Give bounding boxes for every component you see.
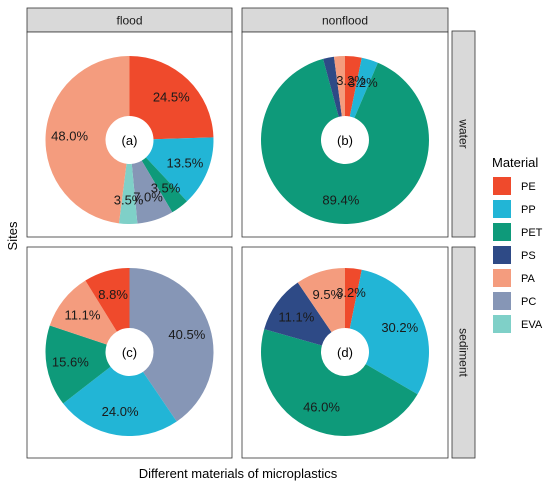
slice-pet--d- xyxy=(260,329,418,436)
panel-label: (c) xyxy=(122,345,137,360)
legend-label-pe: PE xyxy=(521,181,536,193)
slice-label-eva--a-: 3.5% xyxy=(114,192,144,207)
panel-label: (a) xyxy=(122,133,138,148)
slice-label-pe--a-: 24.5% xyxy=(153,89,190,104)
slice-pa--a- xyxy=(45,56,130,224)
strip-label-nonflood: nonflood xyxy=(322,14,368,28)
slice-label-pc--a-: 7.0% xyxy=(133,190,163,205)
slice-pa--d- xyxy=(297,268,345,333)
slice-pc--c- xyxy=(129,268,214,422)
slice-label-pc--c-: 40.5% xyxy=(168,327,205,342)
legend-title: Material xyxy=(492,155,538,170)
donut-panel-b: 3.2%3.2% 89.4% (b) xyxy=(261,56,430,224)
strip-label-sediment: sediment xyxy=(457,328,471,377)
slice-pet--c- xyxy=(45,325,111,404)
donut-panel-d: 3.2% 30.2% 46.0% 11.1% 9.5% (d) xyxy=(260,268,430,436)
slice-label-pet--b-: 89.4% xyxy=(322,192,359,207)
legend-swatch-pa xyxy=(493,269,511,287)
slice-label-pe--c-: 8.8% xyxy=(98,287,128,302)
strip-water xyxy=(451,30,476,238)
slice-pp--b- xyxy=(349,57,378,118)
slice-pa--b- xyxy=(333,56,345,117)
legend-swatch-pc xyxy=(493,292,511,310)
legend-swatch-pe xyxy=(493,177,511,195)
slice-pet--a- xyxy=(141,157,188,213)
strip-flood xyxy=(26,7,233,33)
legend-label-eva: EVA xyxy=(521,319,543,331)
legend-label-ps: PS xyxy=(521,250,536,262)
panel-label: (d) xyxy=(337,345,353,360)
slice-pe--c- xyxy=(85,268,130,332)
legend-label-pa: PA xyxy=(521,273,536,285)
slice-label-pet--c-: 15.6% xyxy=(52,355,89,370)
legend-label-pp: PP xyxy=(521,204,536,216)
donut-panel-c: 40.5% 24.0% 15.6% 11.1% 8.8% (c) xyxy=(45,268,214,436)
donut-panel-a: 24.5% 13.5% 3.5%7.0%3.5% 48.0% (a) xyxy=(45,56,214,225)
slice-pp--a- xyxy=(145,137,214,202)
slice-label-pet--d-: 46.0% xyxy=(303,400,340,415)
slice-pc--a- xyxy=(131,160,173,224)
legend: Material PE PP PET PS PA PC EVA xyxy=(492,155,543,333)
slice-label-pp--d-: 30.2% xyxy=(381,320,418,335)
slice-label-pe--b-: 3.2% xyxy=(336,73,366,88)
slice-label-pp--c-: 24.0% xyxy=(102,404,139,419)
slice-label-ps--d-: 11.1% xyxy=(278,309,314,324)
slice-label-pp--b-: 3.2% xyxy=(348,75,378,90)
legend-label-pc: PC xyxy=(521,296,536,308)
strip-label-flood: flood xyxy=(116,14,142,28)
slice-ps--b- xyxy=(323,56,342,117)
strip-nonflood xyxy=(241,7,449,33)
y-axis-title: Sites xyxy=(5,221,20,250)
slice-pe--a- xyxy=(129,56,214,140)
panel-label: (b) xyxy=(337,133,353,148)
slice-label-pe--d-: 3.2% xyxy=(336,285,366,300)
slice-label-pet--a-: 3.5% xyxy=(151,180,181,195)
legend-swatch-pp xyxy=(493,200,511,218)
slice-pe--b- xyxy=(345,56,362,117)
strip-sediment xyxy=(451,246,476,459)
slice-label-pa--a-: 48.0% xyxy=(51,129,88,144)
slice-pet--b- xyxy=(261,58,430,224)
legend-swatch-eva xyxy=(493,315,511,333)
strip-label-water: water xyxy=(457,118,471,148)
slice-label-pa--c-: 11.1% xyxy=(64,307,100,322)
slice-pp--d- xyxy=(349,269,430,395)
x-axis-title: Different materials of microplastics xyxy=(139,466,338,481)
slice-eva--a- xyxy=(118,163,138,225)
slice-pa--c- xyxy=(49,280,117,345)
slice-pp--c- xyxy=(63,366,177,436)
slice-ps--d- xyxy=(264,282,332,346)
legend-label-pet: PET xyxy=(521,227,543,239)
slice-pe--d- xyxy=(345,268,362,329)
slice-label-pp--a-: 13.5% xyxy=(166,155,203,170)
legend-swatch-ps xyxy=(493,246,511,264)
slice-label-pa--d-: 9.5% xyxy=(313,287,343,302)
legend-swatch-pet xyxy=(493,223,511,241)
